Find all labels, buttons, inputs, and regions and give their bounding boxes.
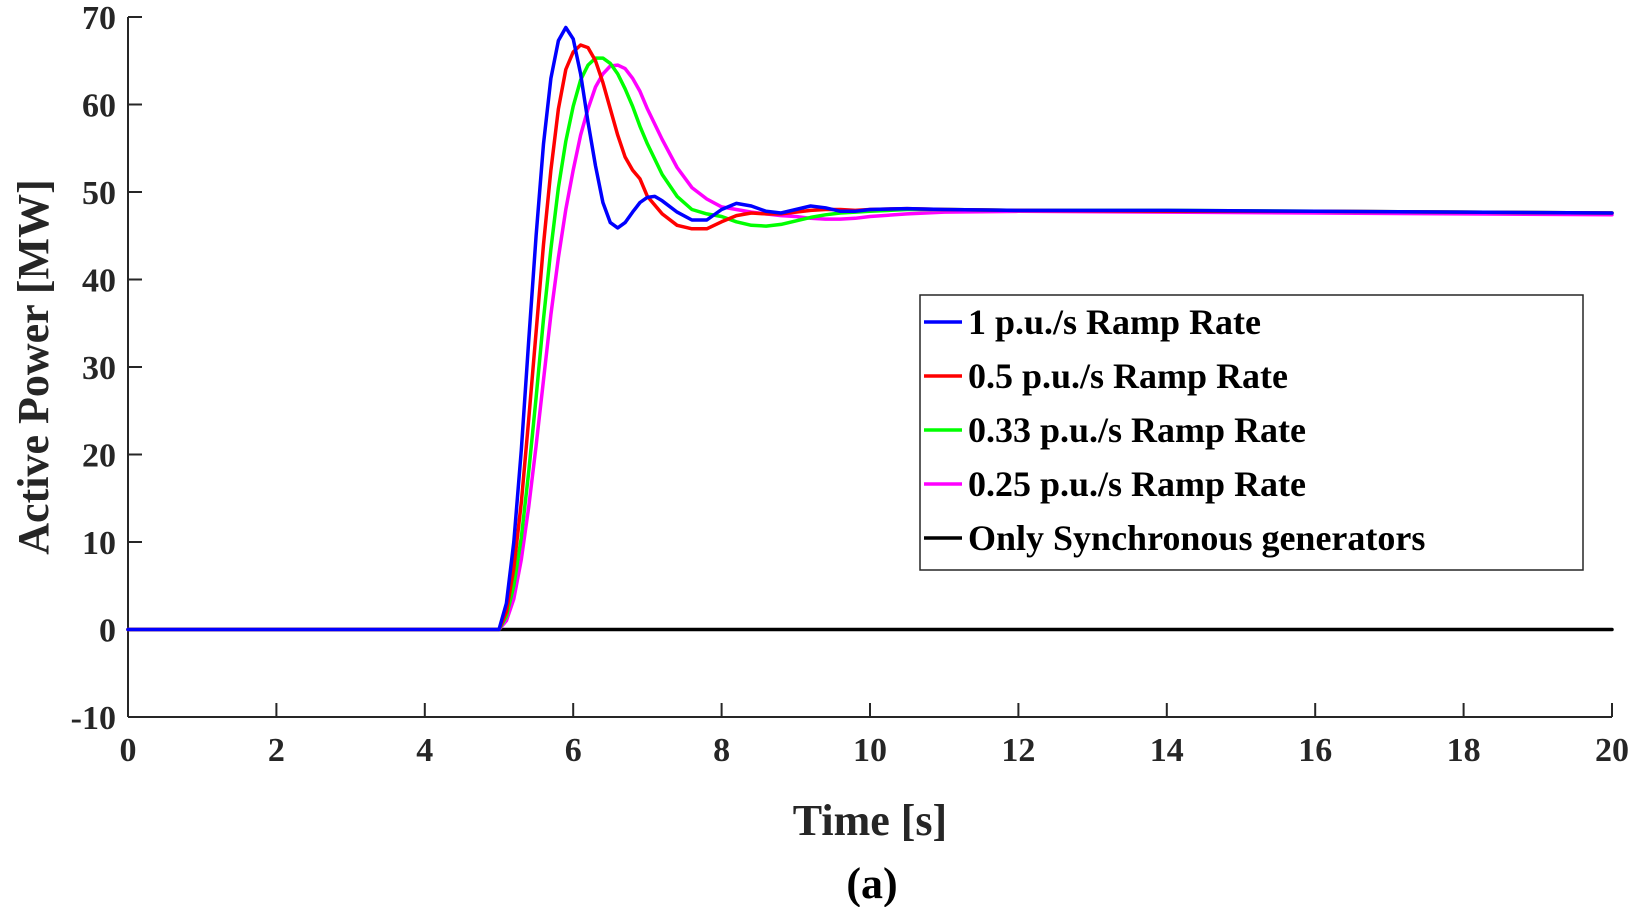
y-tick-label: 40 [82,263,116,300]
x-tick-label: 12 [1001,732,1035,769]
y-tick-label: 10 [82,525,116,562]
y-tick-label: -10 [71,700,116,737]
legend-entry: 1 p.u./s Ramp Rate [968,302,1261,342]
legend-entry: Only Synchronous generators [968,518,1425,558]
legend: 1 p.u./s Ramp Rate 0.5 p.u./s Ramp Rate 0.… [919,294,1584,571]
x-tick-label: 14 [1150,732,1184,769]
y-tick-label: 70 [82,0,116,37]
x-tick-label: 16 [1298,732,1332,769]
x-tick-label: 10 [853,732,887,769]
series-line [126,25,1614,632]
y-tick-label: 20 [82,438,116,475]
y-tick-label: 60 [82,88,116,125]
x-tick-label: 0 [120,732,137,769]
y-tick-label: 30 [82,350,116,387]
x-tick-label: 20 [1595,732,1629,769]
x-tick-label: 2 [268,732,285,769]
x-tick-label: 6 [565,732,582,769]
legend-entry: 0.5 p.u./s Ramp Rate [968,356,1288,396]
x-tick-label: 4 [416,732,433,769]
y-axis-title: Active Power [MW] [9,179,58,554]
legend-box [919,294,1584,571]
figure-caption: (a) [846,859,897,907]
series-line [126,63,1614,632]
x-tick-label: 8 [713,732,730,769]
y-tick-label: 50 [82,175,116,212]
legend-entry: 0.33 p.u./s Ramp Rate [968,410,1306,450]
y-tick-label: 0 [99,613,116,650]
x-tick-label: 18 [1447,732,1481,769]
x-axis-title: Time [s] [793,796,947,845]
series-layer [126,25,1614,632]
legend-entry: 0.25 p.u./s Ramp Rate [968,464,1306,504]
